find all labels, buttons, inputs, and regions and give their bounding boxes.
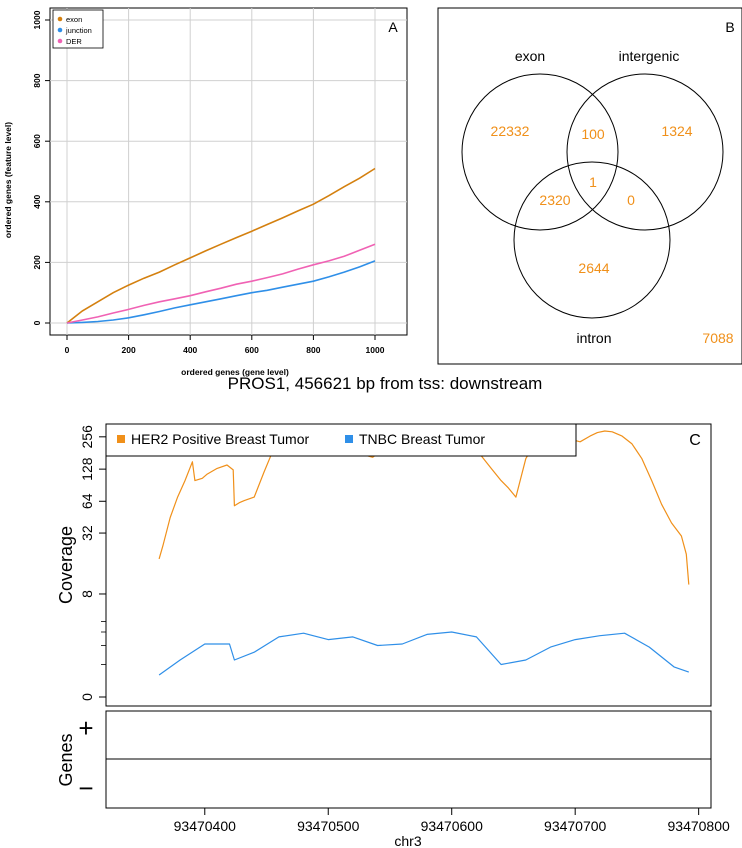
- panel-c-x-axis: 93470400 93470500 93470600 93470700 93470800: [174, 808, 730, 834]
- panel-c-x-axis-title: chr3: [394, 833, 421, 848]
- legend-label-exon: exon: [66, 15, 82, 24]
- genes-minus-strand-label: −: [78, 773, 93, 803]
- y-tick-label: 800: [32, 73, 42, 87]
- panel-a-legend: exon junction DER: [52, 9, 104, 49]
- panel-a-y-axis-title: ordered genes (feature level): [3, 122, 13, 238]
- panel-b-frame: [437, 7, 742, 365]
- legend-marker-her2: [117, 435, 125, 443]
- venn-count-exon-only: 22332: [491, 123, 530, 139]
- panel-c-legend: HER2 Positive Breast Tumor TNBC Breast T…: [105, 423, 577, 457]
- genes-plus-strand-label: +: [78, 713, 93, 743]
- panel-c-y-axis: 256 128 64 32 8 0: [79, 425, 106, 701]
- x-tick-label: 93470600: [421, 818, 484, 834]
- series-line-der: [66, 243, 376, 324]
- panel-b-label: B: [725, 19, 734, 35]
- panel-a-x-axis-title: ordered genes (gene level): [181, 367, 289, 377]
- venn-count-intron-only: 2644: [578, 260, 609, 276]
- panel-c-label: C: [689, 432, 701, 449]
- panel-a-line-chart: 0 200 400 600 800 1000 0 200 400 600 800 1000 A or…: [3, 7, 408, 377]
- x-tick-label: 93470800: [668, 818, 731, 834]
- venn-set-label-exon: exon: [515, 48, 545, 64]
- legend-label-tnbc: TNBC Breast Tumor: [359, 431, 485, 447]
- genes-axis-title: Genes: [56, 733, 76, 786]
- y-tick-label: 64: [79, 493, 95, 509]
- legend-box: [105, 423, 577, 457]
- panel-a-y-axis: 0 200 400 600 800 1000: [32, 10, 50, 325]
- y-tick-label: 32: [79, 525, 95, 541]
- venn-circle-intergenic: [566, 73, 724, 231]
- legend-marker-junction: [57, 27, 63, 33]
- venn-set-label-intron: intron: [576, 330, 611, 346]
- x-tick-label: 400: [183, 345, 197, 355]
- panel-c-coverage-track: PROS1, 456621 bp from tss: downstream C …: [56, 374, 730, 848]
- venn-set-label-intergenic: intergenic: [619, 48, 680, 64]
- panel-b-venn-diagram: B exon intergenic intron 22332 1324 100 …: [437, 7, 742, 365]
- y-tick-label: 400: [32, 194, 42, 208]
- x-tick-label: 600: [245, 345, 259, 355]
- y-tick-label: 128: [79, 457, 95, 481]
- series-line-tnbc: [158, 631, 689, 676]
- y-tick-label: 0: [32, 320, 42, 325]
- panel-c-y-axis-title: Coverage: [56, 526, 76, 604]
- y-tick-label: 256: [79, 425, 95, 449]
- venn-count-exon-intergenic: 100: [581, 126, 605, 142]
- x-tick-label: 93470700: [544, 818, 607, 834]
- x-tick-label: 800: [306, 345, 320, 355]
- series-line-exon: [66, 167, 376, 324]
- panel-a-label: A: [388, 19, 398, 35]
- legend-marker-tnbc: [345, 435, 353, 443]
- panel-c-title: PROS1, 456621 bp from tss: downstream: [228, 374, 543, 393]
- series-line-junction: [66, 260, 376, 324]
- x-tick-label: 93470500: [297, 818, 360, 834]
- venn-count-none: 7088: [702, 330, 733, 346]
- y-tick-label: 0: [79, 693, 95, 701]
- y-tick-label: 8: [79, 590, 95, 598]
- venn-count-exon-intron: 2320: [539, 192, 570, 208]
- y-tick-label: 200: [32, 255, 42, 269]
- venn-count-intergenic-only: 1324: [661, 123, 692, 139]
- venn-circle-intron: [513, 161, 671, 319]
- venn-count-intergenic-intron: 0: [627, 192, 635, 208]
- legend-label-junction: junction: [65, 26, 92, 35]
- x-tick-label: 1000: [366, 345, 385, 355]
- legend-marker-der: [57, 38, 63, 44]
- panel-a-x-axis: 0 200 400 600 800 1000: [65, 335, 385, 355]
- venn-circle-exon: [461, 73, 619, 231]
- legend-label-her2: HER2 Positive Breast Tumor: [131, 431, 310, 447]
- legend-label-der: DER: [66, 37, 82, 46]
- panel-a-series: [66, 167, 376, 324]
- venn-count-all-three: 1: [589, 174, 597, 190]
- x-tick-label: 200: [122, 345, 136, 355]
- panel-c-series: [158, 428, 690, 676]
- panel-a-plot-frame: [49, 7, 408, 336]
- x-tick-label: 93470400: [174, 818, 237, 834]
- panel-c-coverage-frame: [105, 423, 712, 707]
- y-tick-label: 1000: [32, 10, 42, 29]
- y-tick-label: 600: [32, 134, 42, 148]
- legend-marker-exon: [57, 16, 63, 22]
- x-tick-label: 0: [65, 345, 70, 355]
